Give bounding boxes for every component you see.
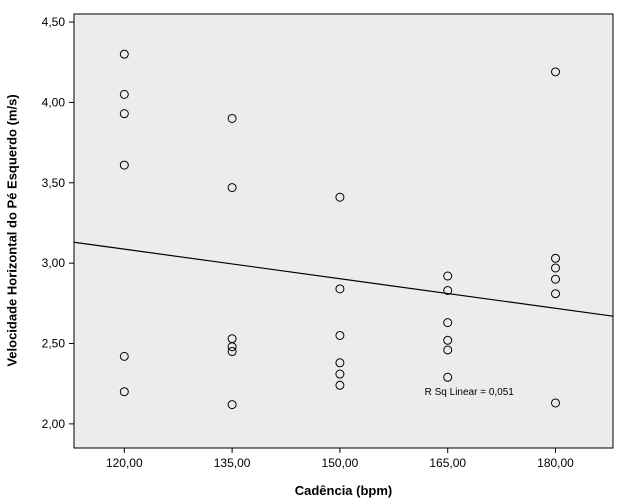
x-axis-title: Cadência (bpm)	[264, 483, 424, 498]
x-tick-label: 120,00	[106, 456, 143, 470]
scatter-chart: 120,00 135,00 150,00 165,00 180,00 2,00 2,50 3,…	[0, 0, 629, 504]
x-tick-label: 180,00	[537, 456, 574, 470]
y-tick-label: 2,50	[42, 337, 66, 351]
x-tick-label: 135,00	[214, 456, 251, 470]
chart-svg: 120,00 135,00 150,00 165,00 180,00 2,00 2,50 3,…	[0, 0, 629, 504]
x-tick-label: 165,00	[429, 456, 466, 470]
y-tick-label: 2,00	[42, 417, 66, 431]
y-tick-label: 3,50	[42, 176, 66, 190]
y-tick-label: 3,00	[42, 256, 66, 270]
y-tick-label: 4,50	[42, 15, 66, 29]
y-tick-label: 4,00	[42, 95, 66, 109]
rsq-annotation: R Sq Linear = 0,051	[425, 387, 515, 398]
x-tick-label: 150,00	[322, 456, 359, 470]
y-axis-title: Velocidade Horizontal do Pé Esquerdo (m/…	[5, 71, 20, 391]
